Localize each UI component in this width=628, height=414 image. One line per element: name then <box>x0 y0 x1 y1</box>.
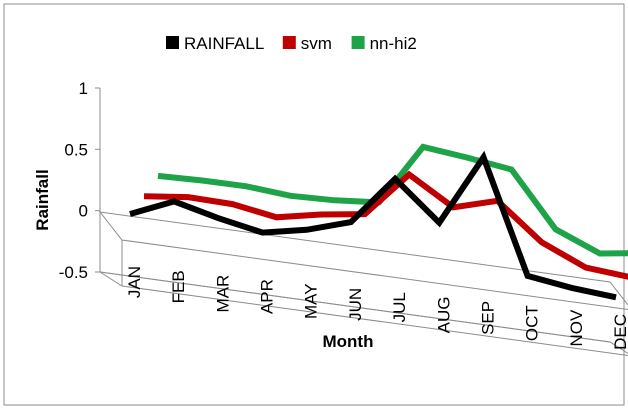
series-line-nn-hi2 <box>157 143 628 257</box>
bottom-plane <box>99 271 628 356</box>
x-tick-label: MAY <box>302 283 321 319</box>
y-tick-label: -0.5 <box>59 263 88 282</box>
x-tick-label: JUN <box>346 288 365 321</box>
legend-label: RAINFALL <box>184 34 264 53</box>
y-tick-label: 1 <box>79 79 88 98</box>
y-axis-title: Rainfall <box>33 169 52 230</box>
x-tick-label: OCT <box>523 305 542 341</box>
legend-label: nn-hi2 <box>370 34 417 53</box>
x-tick-label: JAN <box>125 266 144 298</box>
series-line-svm <box>143 170 628 280</box>
x-tick-label: JUL <box>390 292 409 322</box>
y-tick-label: 0.5 <box>64 140 88 159</box>
legend-swatch <box>166 36 179 49</box>
x-tick-label: FEB <box>169 270 188 303</box>
x-tick-label: APR <box>258 279 277 314</box>
y-tick-label: 0 <box>79 202 88 221</box>
x-tick-label: DEC <box>611 314 628 350</box>
series-lines <box>129 143 628 301</box>
y-axis-ticks: 1 0.5 0 -0.5 <box>59 79 100 282</box>
chart-frame <box>3 3 625 406</box>
legend-swatch <box>351 36 365 49</box>
x-axis-ticks: JAN FEB MAR APR MAY JUN JUL AUG SEP OCT NOV DEC <box>125 266 628 350</box>
legend-label: svm <box>301 34 332 53</box>
x-tick-label: SEP <box>478 301 497 335</box>
x-tick-label: MAR <box>213 275 232 313</box>
floor-plane <box>98 211 628 310</box>
legend-swatch <box>282 36 296 49</box>
x-axis-title: Month <box>323 332 374 351</box>
x-tick-label: AUG <box>434 297 453 334</box>
series-line-rainfall <box>129 150 617 301</box>
legend: RAINFALL svm nn-hi2 <box>166 34 417 53</box>
x-tick-label: NOV <box>567 309 586 347</box>
